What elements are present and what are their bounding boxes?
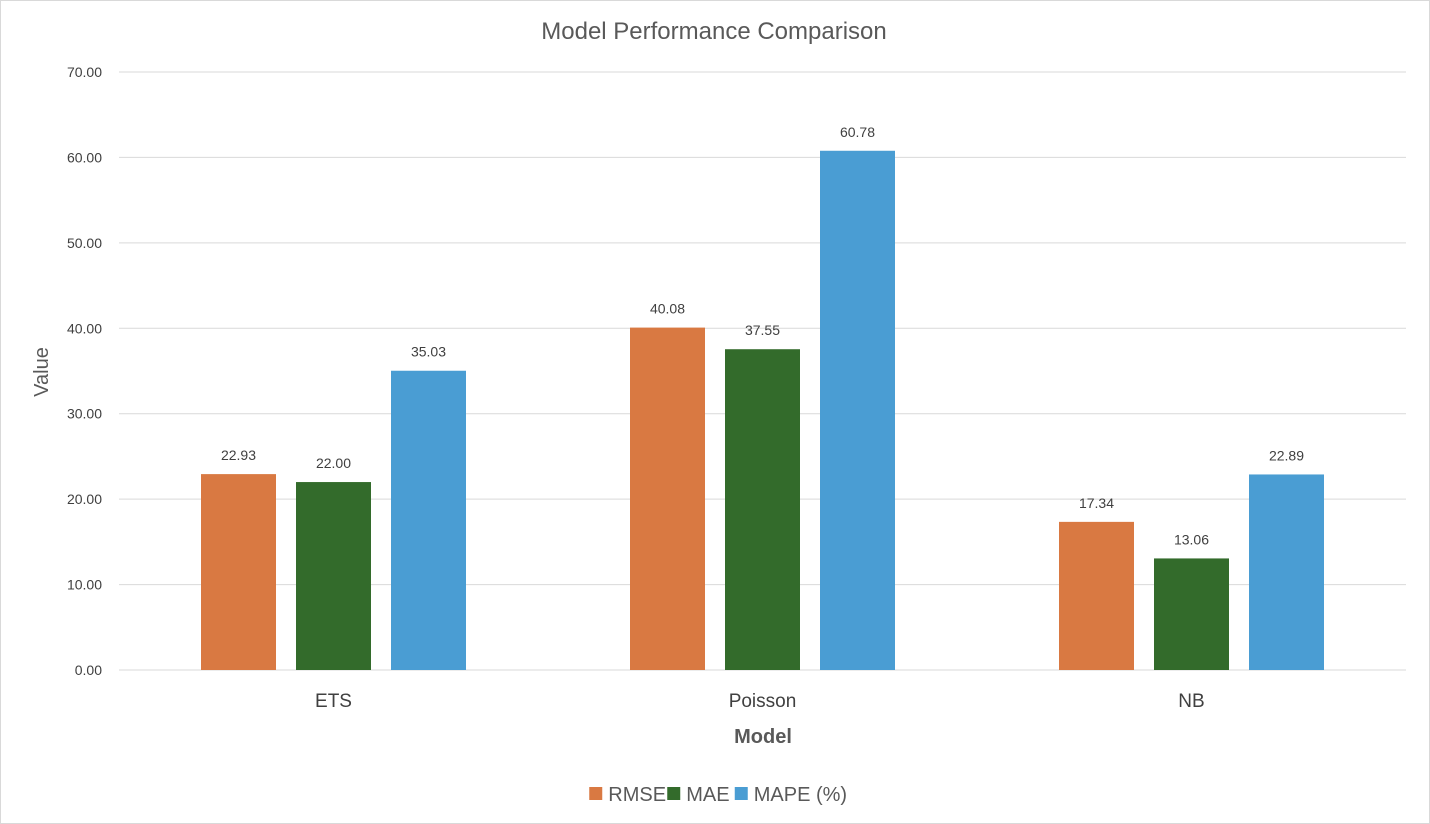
y-axis-title: Value (31, 347, 53, 397)
data-label: 40.08 (650, 301, 685, 317)
data-label: 37.55 (745, 322, 780, 338)
bars (201, 150, 1324, 670)
data-label: 22.00 (316, 455, 351, 471)
legend-label: MAPE (%) (754, 784, 847, 806)
data-label: 22.89 (1269, 447, 1304, 463)
bar (1249, 474, 1324, 670)
legend-swatch (589, 787, 603, 800)
bar (296, 482, 371, 670)
legend-swatch (734, 787, 748, 800)
y-tick-label: 30.00 (67, 406, 102, 422)
y-tick-label: 20.00 (67, 491, 102, 507)
bar (1059, 521, 1134, 670)
data-label: 17.34 (1079, 495, 1114, 511)
y-axis-ticks: 0.00 10.00 20.00 30.00 40.00 50.00 60.00 70.00 (67, 64, 102, 678)
chart-title: Model Performance Comparison (541, 18, 886, 45)
x-axis-title: Model (734, 726, 792, 748)
data-label: 60.78 (840, 124, 875, 140)
legend: RMSE MAE MAPE (%) (589, 784, 847, 806)
bar (820, 150, 895, 670)
bar (725, 349, 800, 670)
data-label: 35.03 (411, 344, 446, 360)
y-tick-label: 50.00 (67, 235, 102, 251)
x-tick-label: ETS (315, 691, 352, 712)
y-tick-label: 70.00 (67, 64, 102, 80)
legend-label: RMSE (608, 784, 666, 806)
data-labels: 22.93 22.00 35.03 40.08 37.55 60.78 17.34 13.06… (221, 124, 1304, 548)
bar (201, 474, 276, 670)
bar (1154, 558, 1229, 670)
x-tick-label: NB (1178, 691, 1204, 712)
legend-swatch (667, 787, 681, 800)
bar (391, 370, 466, 670)
y-tick-label: 40.00 (67, 320, 102, 336)
y-tick-label: 10.00 (67, 577, 102, 593)
legend-label: MAE (686, 784, 729, 806)
data-label: 13.06 (1174, 531, 1209, 547)
y-tick-label: 60.00 (67, 149, 102, 165)
x-axis-ticks: ETS Poisson NB (315, 691, 1205, 712)
y-tick-label: 0.00 (75, 662, 102, 678)
x-tick-label: Poisson (729, 691, 797, 712)
bar (630, 327, 705, 670)
data-label: 22.93 (221, 447, 256, 463)
